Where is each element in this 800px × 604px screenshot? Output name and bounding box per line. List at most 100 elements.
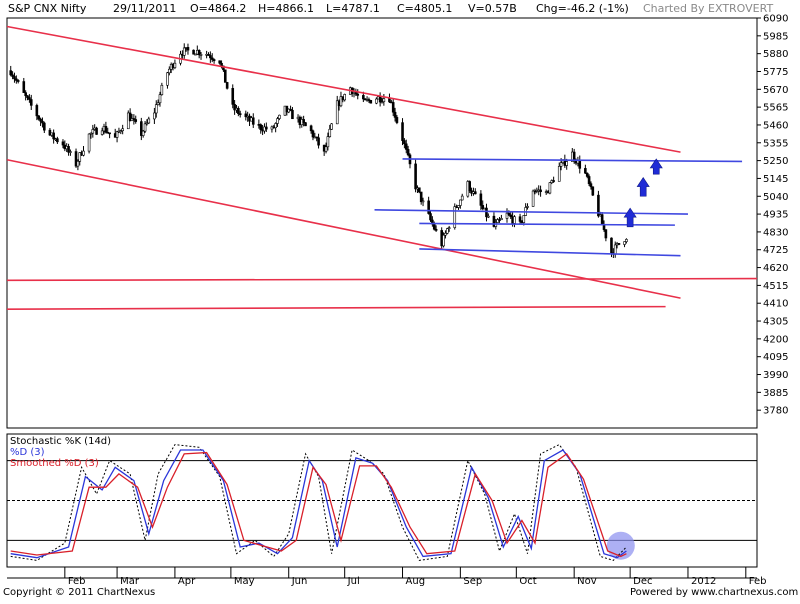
price-bar-body <box>505 212 509 219</box>
price-tick-label: 4200 <box>763 334 788 345</box>
price-panel-frame <box>6 17 758 429</box>
price-bar-body <box>67 146 70 153</box>
price-bar-body <box>302 119 305 123</box>
price-bar-body <box>291 109 294 120</box>
price-bar-body <box>375 98 378 104</box>
price-bar-body <box>434 228 438 231</box>
price-bar-body <box>513 216 516 224</box>
price-bar-body <box>9 70 13 76</box>
price-bar-body <box>591 186 595 196</box>
price-bar-body <box>526 206 529 208</box>
price-bar-body <box>585 172 589 177</box>
price-bar-body <box>380 101 384 103</box>
price-bar-body <box>404 143 408 150</box>
price-bar-body <box>69 151 72 153</box>
price-bar-body <box>418 187 421 193</box>
open-label: O=4864.2 <box>190 2 247 15</box>
price-bar-body <box>29 99 33 106</box>
price-bar-body <box>552 180 555 182</box>
price-bar-body <box>233 104 236 111</box>
price-bar-body <box>35 105 39 117</box>
price-bar-body <box>197 50 201 56</box>
price-tick-label: 6090 <box>763 14 788 25</box>
smoothed-d-line <box>10 451 627 558</box>
price-bar-body <box>479 193 483 206</box>
price-tick-label: 4410 <box>763 299 788 310</box>
price-bar-body <box>572 151 576 161</box>
stochastic-legend-item: Stochastic %K (14d) <box>10 436 111 447</box>
price-bar-body <box>104 126 108 133</box>
price-bar-body <box>492 215 496 227</box>
price-bar-body <box>121 128 124 132</box>
price-bar-body <box>457 205 460 208</box>
price-bar-body <box>156 102 160 105</box>
price-bar-body <box>289 108 292 111</box>
price-bar-body <box>13 76 16 80</box>
price-bar-body <box>445 228 449 234</box>
price-bar-body <box>141 130 145 136</box>
close-label: C=4805.1 <box>397 2 453 15</box>
high-label: H=4866.1 <box>258 2 314 15</box>
price-bar-body <box>335 100 339 125</box>
red-trendline <box>6 158 681 299</box>
price-bar-body <box>453 206 457 228</box>
price-bar-body <box>625 239 628 242</box>
time-tick-label: Nov <box>577 576 597 587</box>
price-bar-body <box>108 132 111 135</box>
price-bar-body <box>244 113 248 118</box>
price-bar-body <box>330 123 333 130</box>
price-bar-body <box>548 182 552 194</box>
price-bar-body <box>160 84 164 95</box>
price-bar-body <box>604 229 608 239</box>
time-tick-label: Mar <box>120 576 140 587</box>
price-bar-body <box>559 162 563 167</box>
price-bar-body <box>132 118 136 120</box>
price-bar-body <box>16 80 20 82</box>
price-bar-body <box>128 112 132 122</box>
price-bar-body <box>500 218 503 221</box>
price-bar-body <box>324 146 328 152</box>
price-bar-body <box>24 92 27 97</box>
up-arrow <box>649 158 663 175</box>
price-bar-body <box>518 216 522 222</box>
credit-label: Charted By EXTROVERT <box>643 2 774 15</box>
blue-trendline <box>402 158 743 163</box>
price-bar-body <box>343 94 346 101</box>
price-tick-label: 5355 <box>763 138 788 149</box>
price-bar-body <box>507 212 511 216</box>
up-arrow <box>623 207 637 228</box>
price-tick-label: 4305 <box>763 317 788 328</box>
price-bar-body <box>212 59 216 62</box>
price-bar-body <box>140 121 143 136</box>
time-tick-label: 2012 <box>691 576 716 587</box>
price-bar-body <box>134 119 138 122</box>
price-bar-body <box>147 118 151 124</box>
price-tick-label: 5460 <box>763 120 788 131</box>
copyright-label: Copyright © 2011 ChartNexus <box>3 587 156 598</box>
price-bar-body <box>584 168 587 174</box>
price-bar-body <box>56 138 59 143</box>
price-bar-body <box>326 136 330 148</box>
price-bar-body <box>158 94 162 104</box>
price-tick-label: 5040 <box>763 192 788 203</box>
volume-label: V=0.57B <box>468 2 517 15</box>
blue-trendline <box>419 248 681 257</box>
stochastic-d-line <box>10 449 627 559</box>
price-bar-body <box>166 72 169 86</box>
price-bar-body <box>587 176 591 184</box>
time-tick-label: Sep <box>463 576 482 587</box>
powered-label: Powered by www.chartnexus.com <box>630 587 799 598</box>
price-bar-body <box>421 200 425 203</box>
time-tick-label: Aug <box>406 576 426 587</box>
stochastic-k-line <box>10 443 627 561</box>
price-bar-body <box>309 125 313 132</box>
price-bar-body <box>186 47 190 51</box>
price-bar-body <box>509 214 513 218</box>
price-tick-label: 3990 <box>763 370 788 381</box>
price-bar-body <box>41 120 44 124</box>
price-bar-body <box>600 214 604 225</box>
price-bar-body <box>589 183 593 188</box>
price-tick-label: 5670 <box>763 85 788 96</box>
price-tick-label: 4515 <box>763 281 788 292</box>
price-bar-body <box>251 117 255 125</box>
